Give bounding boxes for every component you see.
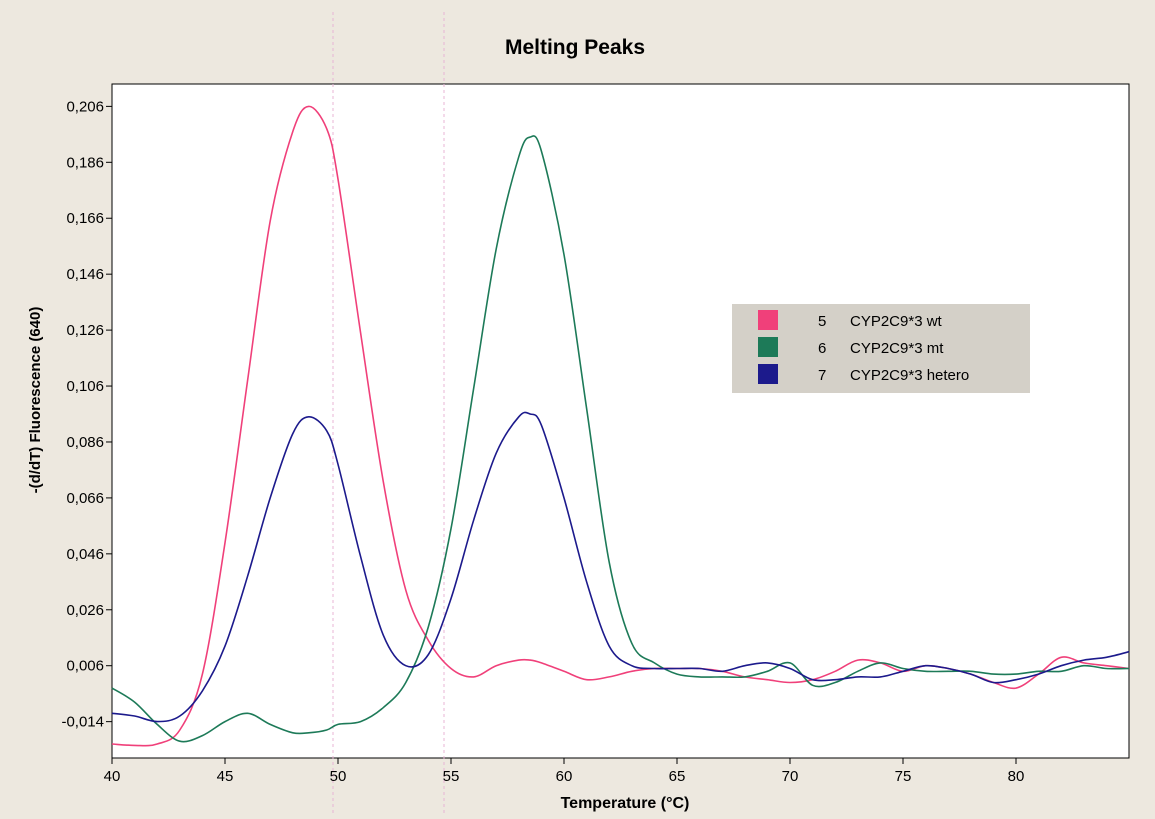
y-tick-label-4: 0,066	[66, 490, 104, 507]
chart-title: Melting Peaks	[505, 36, 645, 59]
x-tick-label-70: 70	[782, 768, 799, 785]
legend-swatch-1	[758, 310, 778, 330]
y-tick-label-0: -0,014	[61, 714, 104, 731]
y-tick-label-11: 0,206	[66, 98, 104, 115]
y-tick-label-1: 0,006	[66, 658, 104, 675]
legend-number-1: 5	[818, 313, 826, 330]
x-tick-label-40: 40	[104, 768, 121, 785]
plot-area	[111, 83, 1130, 759]
x-tick-label-60: 60	[556, 768, 573, 785]
x-tick-label-75: 75	[895, 768, 912, 785]
legend: 5 CYP2C9*3 wt 6 CYP2C9*3 mt 7 CYP2C9*3 hetero	[732, 304, 1030, 393]
axis-layer: 40 45 50 55 60 65 70 75 80-0,0140,0060,0260,0460…	[61, 98, 1024, 785]
x-tick-label-55: 55	[443, 768, 460, 785]
legend-label-2: CYP2C9*3 mt	[850, 340, 944, 357]
y-tick-label-5: 0,086	[66, 434, 104, 451]
y-tick-label-8: 0,146	[66, 266, 104, 283]
y-tick-label-10: 0,186	[66, 154, 104, 171]
legend-label-1: CYP2C9*3 wt	[850, 313, 943, 330]
y-tick-label-2: 0,026	[66, 602, 104, 619]
y-tick-label-7: 0,126	[66, 322, 104, 339]
x-tick-label-65: 65	[669, 768, 686, 785]
y-axis-label: -(d/dT) Fluorescence (640)	[27, 307, 44, 494]
legend-box	[732, 304, 1030, 393]
legend-swatch-3	[758, 364, 778, 384]
legend-items: 5 CYP2C9*3 wt 6 CYP2C9*3 mt 7 CYP2C9*3 hetero	[758, 310, 969, 384]
x-tick-label-50: 50	[330, 768, 347, 785]
y-tick-label-3: 0,046	[66, 546, 104, 563]
y-tick-label-9: 0,166	[66, 210, 104, 227]
legend-number-3: 7	[818, 367, 826, 384]
series-line-3	[111, 411, 1130, 723]
legend-label-3: CYP2C9*3 hetero	[850, 367, 969, 384]
legend-number-2: 6	[818, 340, 826, 357]
x-tick-label-45: 45	[217, 768, 234, 785]
y-tick-label-6: 0,106	[66, 378, 104, 395]
x-axis-label: Temperature (°C)	[561, 795, 690, 812]
legend-swatch-2	[758, 337, 778, 357]
series-line-2	[111, 135, 1130, 743]
x-tick-label-80: 80	[1008, 768, 1025, 785]
series-layer	[111, 105, 1130, 747]
